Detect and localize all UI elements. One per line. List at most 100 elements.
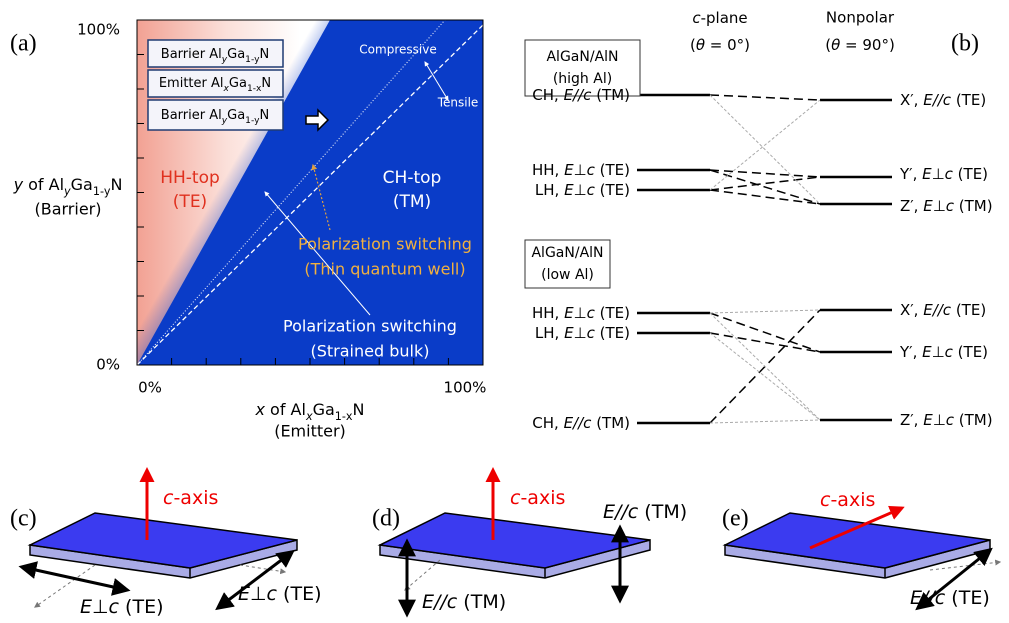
text-part: y bbox=[13, 175, 24, 194]
text-part: E⊥c bbox=[922, 165, 954, 183]
label: (TM) bbox=[393, 192, 431, 212]
label: 100% bbox=[77, 21, 120, 39]
label: Z′, E⊥c (TM) bbox=[900, 197, 993, 215]
label: (a) bbox=[10, 31, 37, 57]
text-part: E//c bbox=[603, 501, 639, 523]
label: X′, E//c (TE) bbox=[900, 301, 986, 319]
label: (e) bbox=[722, 506, 749, 532]
text-part: Barrier Al bbox=[161, 108, 222, 123]
text-part: N bbox=[259, 47, 269, 62]
label: (d) bbox=[372, 506, 400, 532]
label: CH, E//c (TM) bbox=[532, 86, 630, 104]
label: Y′, E⊥c (TE) bbox=[899, 343, 988, 361]
text-part: E//c bbox=[910, 587, 946, 609]
text-part: 1-x bbox=[247, 84, 262, 94]
label: (TE) bbox=[173, 192, 207, 212]
text-part: N bbox=[110, 175, 122, 194]
label: (c) bbox=[10, 506, 37, 532]
text-part: of Al bbox=[23, 175, 64, 194]
text-part: (TE) bbox=[953, 343, 988, 361]
text-part: E//c bbox=[923, 301, 952, 319]
text-part: E⊥c bbox=[923, 197, 955, 215]
text-part: (TM) bbox=[638, 501, 687, 523]
text-part: (TE) bbox=[595, 324, 630, 342]
text-part: LH, bbox=[535, 324, 564, 342]
text-part: -axis bbox=[830, 489, 875, 511]
label: Polarization switching bbox=[283, 317, 457, 336]
text-part: N bbox=[261, 76, 271, 91]
label: E//c (TE) bbox=[910, 587, 990, 609]
text-part: HH, bbox=[532, 161, 564, 179]
text-part: CH, bbox=[532, 86, 563, 104]
label: (θ = 90°) bbox=[825, 36, 895, 54]
text-part: Y′, bbox=[899, 165, 922, 183]
label: E⊥c (TE) bbox=[238, 583, 322, 605]
text-part: (TE) bbox=[119, 596, 163, 618]
text-part: θ bbox=[696, 36, 705, 54]
label: 0% bbox=[138, 379, 162, 397]
text-part: E//c bbox=[564, 414, 593, 432]
text-part: E⊥c bbox=[923, 411, 955, 429]
text-part: c bbox=[163, 487, 174, 509]
label: (Emitter) bbox=[274, 422, 346, 441]
label: (Thin quantum well) bbox=[304, 260, 465, 279]
label: X′, E//c (TE) bbox=[900, 91, 986, 109]
label: (Barrier) bbox=[34, 200, 101, 219]
text-part: (TE) bbox=[595, 304, 630, 322]
text-part: LH, bbox=[535, 181, 564, 199]
text-part: Ga bbox=[71, 175, 93, 194]
label: LH, E⊥c (TE) bbox=[535, 324, 630, 342]
label: E//c (TM) bbox=[422, 591, 506, 613]
label: E//c (TM) bbox=[603, 501, 687, 523]
label: (Strained bulk) bbox=[311, 342, 430, 361]
text-part: -axis bbox=[520, 487, 565, 509]
text-part: E⊥c bbox=[238, 583, 278, 605]
label: Y′, E⊥c (TE) bbox=[899, 165, 988, 183]
label: AlGaN/AlN bbox=[531, 245, 603, 261]
label: CH, E//c (TM) bbox=[532, 414, 630, 432]
label: x of AlxGa1-xN bbox=[254, 400, 364, 423]
text-part: E⊥c bbox=[564, 181, 596, 199]
text-part: (TE) bbox=[595, 161, 630, 179]
text-part: HH, bbox=[532, 304, 564, 322]
text-part: E⊥c bbox=[922, 343, 954, 361]
text-part: Z′, bbox=[900, 411, 923, 429]
text-part: 1-y bbox=[245, 55, 260, 65]
text-part: = 90°) bbox=[840, 36, 895, 54]
text-part: E⊥c bbox=[564, 304, 596, 322]
label: Tensile bbox=[437, 96, 479, 110]
label: E⊥c (TE) bbox=[80, 596, 164, 618]
label: HH, E⊥c (TE) bbox=[532, 304, 630, 322]
text-part: Barrier Al bbox=[161, 47, 222, 62]
label: HH, E⊥c (TE) bbox=[532, 161, 630, 179]
text-part: θ bbox=[831, 36, 840, 54]
text-part: Ga bbox=[227, 108, 245, 123]
text-part: X′, bbox=[900, 301, 923, 319]
label: Nonpolar bbox=[826, 9, 895, 27]
text-part: (TM) bbox=[591, 86, 630, 104]
text-part: (TM) bbox=[954, 411, 993, 429]
label: Z′, E⊥c (TM) bbox=[900, 411, 993, 429]
label: LH, E⊥c (TE) bbox=[535, 181, 630, 199]
text-part: c bbox=[510, 487, 521, 509]
text-part: (TE) bbox=[953, 165, 988, 183]
text-part: = 0°) bbox=[705, 36, 750, 54]
text-part: X′, bbox=[900, 91, 923, 109]
label: c-plane bbox=[692, 9, 747, 27]
text-part: (TE) bbox=[277, 583, 321, 605]
weak-connections bbox=[710, 95, 820, 423]
label: Polarization switching bbox=[298, 235, 472, 254]
text-part: 1-y bbox=[245, 116, 260, 126]
text-part: Ga bbox=[313, 400, 335, 419]
text-part: (TM) bbox=[457, 591, 506, 613]
text-part: (TM) bbox=[954, 197, 993, 215]
label: 0% bbox=[96, 356, 120, 374]
text-part: of Al bbox=[265, 400, 306, 419]
text-part: (TE) bbox=[951, 301, 986, 319]
text-part: Emitter Al bbox=[159, 76, 224, 91]
text-part: E//c bbox=[923, 91, 952, 109]
text-part: N bbox=[259, 108, 269, 123]
text-part: Ga bbox=[227, 47, 245, 62]
text-part: 1-y bbox=[93, 185, 111, 198]
figure: (a)100%0%0%100%Barrier AlyGa1-yNEmitter … bbox=[0, 0, 1009, 623]
